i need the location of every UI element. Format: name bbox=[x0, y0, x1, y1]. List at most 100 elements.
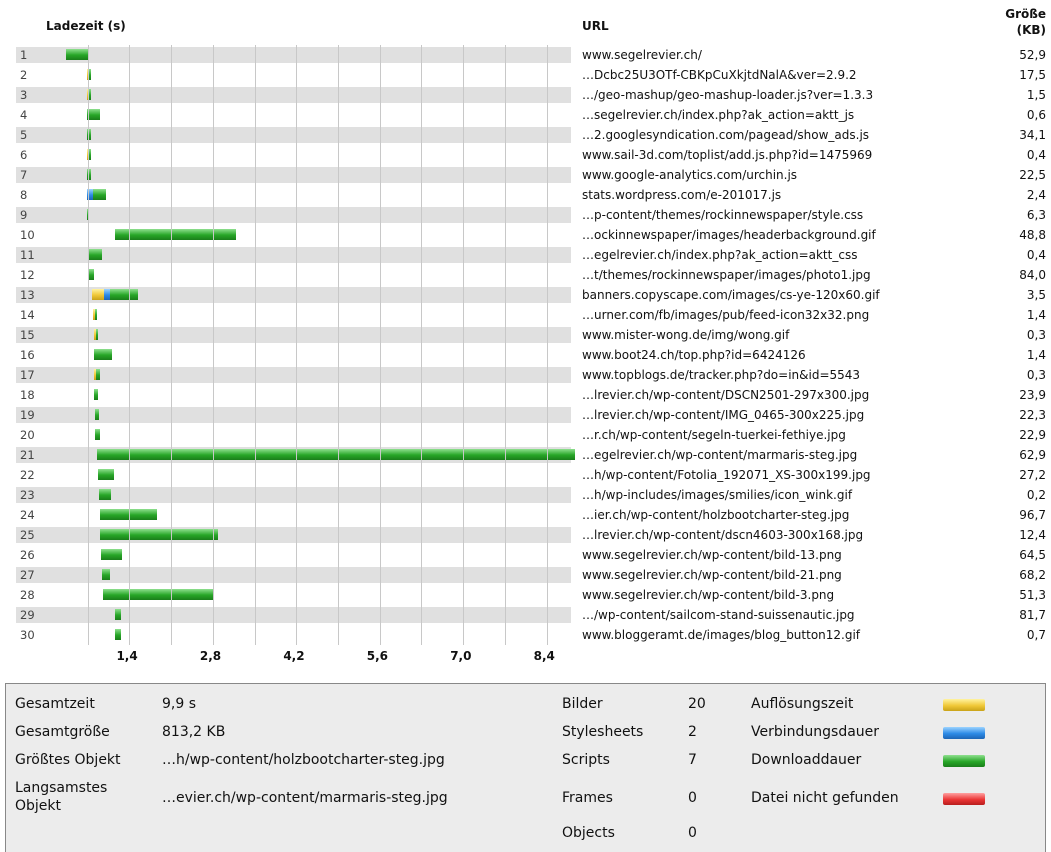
row-url[interactable]: …t/themes/rockinnewspaper/images/photo1.… bbox=[582, 268, 871, 282]
row-url[interactable]: …egelrevier.ch/index.php?ak_action=aktt_… bbox=[582, 248, 858, 262]
timing-bar[interactable] bbox=[87, 129, 92, 140]
row-url[interactable]: www.boot24.ch/top.php?id=6424126 bbox=[582, 348, 806, 362]
timing-bar[interactable] bbox=[87, 269, 95, 280]
row-size: 1,4 bbox=[1026, 348, 1046, 362]
timing-bar[interactable] bbox=[114, 229, 236, 240]
timing-bar[interactable] bbox=[99, 529, 218, 540]
count-objects-label: Objects bbox=[562, 825, 615, 841]
timing-bar[interactable] bbox=[94, 369, 100, 380]
download-segment bbox=[87, 129, 92, 140]
row-number: 24 bbox=[20, 508, 35, 522]
row-number: 17 bbox=[20, 368, 35, 382]
row-size: 3,5 bbox=[1026, 288, 1046, 302]
waterfall-row: 16 www.boot24.ch/top.php?id=6424126 1,4 bbox=[0, 345, 1051, 365]
timing-bar[interactable] bbox=[87, 189, 107, 200]
timing-bar[interactable] bbox=[100, 549, 122, 560]
row-track bbox=[16, 207, 571, 223]
legend-dns-label: Auflösungszeit bbox=[751, 696, 854, 712]
row-url[interactable]: …/geo-mashup/geo-mashup-loader.js?ver=1.… bbox=[582, 88, 874, 102]
row-url[interactable]: …lrevier.ch/wp-content/dscn4603-300x168.… bbox=[582, 528, 864, 542]
row-number: 15 bbox=[20, 328, 35, 342]
download-segment bbox=[88, 89, 91, 100]
timing-bar[interactable] bbox=[86, 89, 91, 100]
row-number: 6 bbox=[20, 148, 28, 162]
row-url[interactable]: …ier.ch/wp-content/holzbootcharter-steg.… bbox=[582, 508, 850, 522]
row-url[interactable]: www.bloggeramt.de/images/blog_button12.g… bbox=[582, 628, 861, 642]
row-size: 81,7 bbox=[1019, 608, 1046, 622]
row-url[interactable]: …h/wp-includes/images/smilies/icon_wink.… bbox=[582, 488, 853, 502]
row-url[interactable]: www.mister-wong.de/img/wong.gif bbox=[582, 328, 790, 342]
row-url[interactable]: …segelrevier.ch/index.php?ak_action=aktt… bbox=[582, 108, 855, 122]
row-size: 68,2 bbox=[1019, 568, 1046, 582]
timing-bar[interactable] bbox=[96, 449, 576, 460]
gridline bbox=[380, 45, 381, 645]
timing-bar[interactable] bbox=[93, 309, 98, 320]
waterfall-row: 11 …egelrevier.ch/index.php?ak_action=akt… bbox=[0, 245, 1051, 265]
waterfall-row: 5 …2.googlesyndication.com/pagead/show_ad… bbox=[0, 125, 1051, 145]
row-size: 0,3 bbox=[1026, 328, 1046, 342]
row-size: 0,4 bbox=[1026, 248, 1046, 262]
timing-bar[interactable] bbox=[114, 629, 122, 640]
axis-tick-label: 1,4 bbox=[116, 649, 138, 663]
waterfall-row: 20 …r.ch/wp-content/segeln-tuerkei-fethiy… bbox=[0, 425, 1051, 445]
row-url[interactable]: www.segelrevier.ch/wp-content/bild-3.png bbox=[582, 588, 835, 602]
row-url[interactable]: www.google-analytics.com/urchin.js bbox=[582, 168, 798, 182]
row-url[interactable]: …h/wp-content/Fotolia_192071_XS-300x199.… bbox=[582, 468, 871, 482]
gridline bbox=[88, 45, 89, 645]
row-track bbox=[16, 387, 571, 403]
row-url[interactable]: stats.wordpress.com/e-201017.js bbox=[582, 188, 782, 202]
row-size: 51,3 bbox=[1019, 588, 1046, 602]
count-scripts-value: 7 bbox=[688, 752, 697, 768]
count-stylesheets-label: Stylesheets bbox=[562, 724, 644, 740]
timing-bar[interactable] bbox=[98, 469, 114, 480]
row-url[interactable]: banners.copyscape.com/images/cs-ye-120x6… bbox=[582, 288, 880, 302]
row-url[interactable]: www.segelrevier.ch/wp-content/bild-13.pn… bbox=[582, 548, 842, 562]
waterfall-row: 23 …h/wp-includes/images/smilies/icon_win… bbox=[0, 485, 1051, 505]
gridline bbox=[463, 45, 464, 645]
timing-bar[interactable] bbox=[92, 289, 139, 300]
row-size: 64,5 bbox=[1019, 548, 1046, 562]
row-url[interactable]: …2.googlesyndication.com/pagead/show_ads… bbox=[582, 128, 870, 142]
timing-bar[interactable] bbox=[87, 249, 103, 260]
row-url[interactable]: www.segelrevier.ch/wp-content/bild-21.pn… bbox=[582, 568, 842, 582]
download-segment bbox=[65, 49, 88, 60]
waterfall-row: 15 www.mister-wong.de/img/wong.gif 0,3 bbox=[0, 325, 1051, 345]
row-url[interactable]: …lrevier.ch/wp-content/IMG_0465-300x225.… bbox=[582, 408, 865, 422]
row-url[interactable]: …r.ch/wp-content/segeln-tuerkei-fethiye.… bbox=[582, 428, 846, 442]
row-url[interactable]: …urner.com/fb/images/pub/feed-icon32x32.… bbox=[582, 308, 870, 322]
waterfall-row: 3 …/geo-mashup/geo-mashup-loader.js?ver=1… bbox=[0, 85, 1051, 105]
row-url[interactable]: www.topblogs.de/tracker.php?do=in&id=554… bbox=[582, 368, 861, 382]
size-header: Größe (KB) bbox=[1005, 6, 1046, 38]
row-track bbox=[16, 307, 571, 323]
row-size: 22,5 bbox=[1019, 168, 1046, 182]
timing-bar[interactable] bbox=[93, 329, 98, 340]
timing-bar[interactable] bbox=[65, 49, 88, 60]
row-url[interactable]: www.sail-3d.com/toplist/add.js.php?id=14… bbox=[582, 148, 873, 162]
timing-bar[interactable] bbox=[114, 609, 122, 620]
row-url[interactable]: …egelrevier.ch/wp-content/marmaris-steg.… bbox=[582, 448, 858, 462]
row-url[interactable]: …/wp-content/sailcom-stand-suissenautic.… bbox=[582, 608, 855, 622]
timing-bar[interactable] bbox=[94, 389, 98, 400]
timing-bar[interactable] bbox=[93, 349, 112, 360]
row-number: 29 bbox=[20, 608, 35, 622]
row-track bbox=[16, 607, 571, 623]
timing-bar[interactable] bbox=[99, 509, 158, 520]
timing-bar[interactable] bbox=[99, 489, 111, 500]
timing-bar[interactable] bbox=[95, 429, 101, 440]
timing-bar[interactable] bbox=[94, 409, 100, 420]
row-track bbox=[16, 567, 571, 583]
row-url[interactable]: …ockinnewspaper/images/headerbackground.… bbox=[582, 228, 876, 242]
row-url[interactable]: www.segelrevier.ch/ bbox=[582, 48, 702, 62]
row-url[interactable]: …lrevier.ch/wp-content/DSCN2501-297x300.… bbox=[582, 388, 870, 402]
row-number: 2 bbox=[20, 68, 28, 82]
timing-bar[interactable] bbox=[86, 109, 100, 120]
waterfall-row: 13 banners.copyscape.com/images/cs-ye-120… bbox=[0, 285, 1051, 305]
timing-bar[interactable] bbox=[86, 69, 91, 80]
timing-bar[interactable] bbox=[103, 589, 213, 600]
dns-segment bbox=[94, 369, 97, 380]
row-url[interactable]: …Dcbc25U3OTf-CBKpCuXkjtdNalA&ver=2.9.2 bbox=[582, 68, 857, 82]
download-segment bbox=[86, 109, 100, 120]
timing-bar[interactable] bbox=[102, 569, 111, 580]
row-size: 1,5 bbox=[1026, 88, 1046, 102]
row-url[interactable]: …p-content/themes/rockinnewspaper/style.… bbox=[582, 208, 864, 222]
